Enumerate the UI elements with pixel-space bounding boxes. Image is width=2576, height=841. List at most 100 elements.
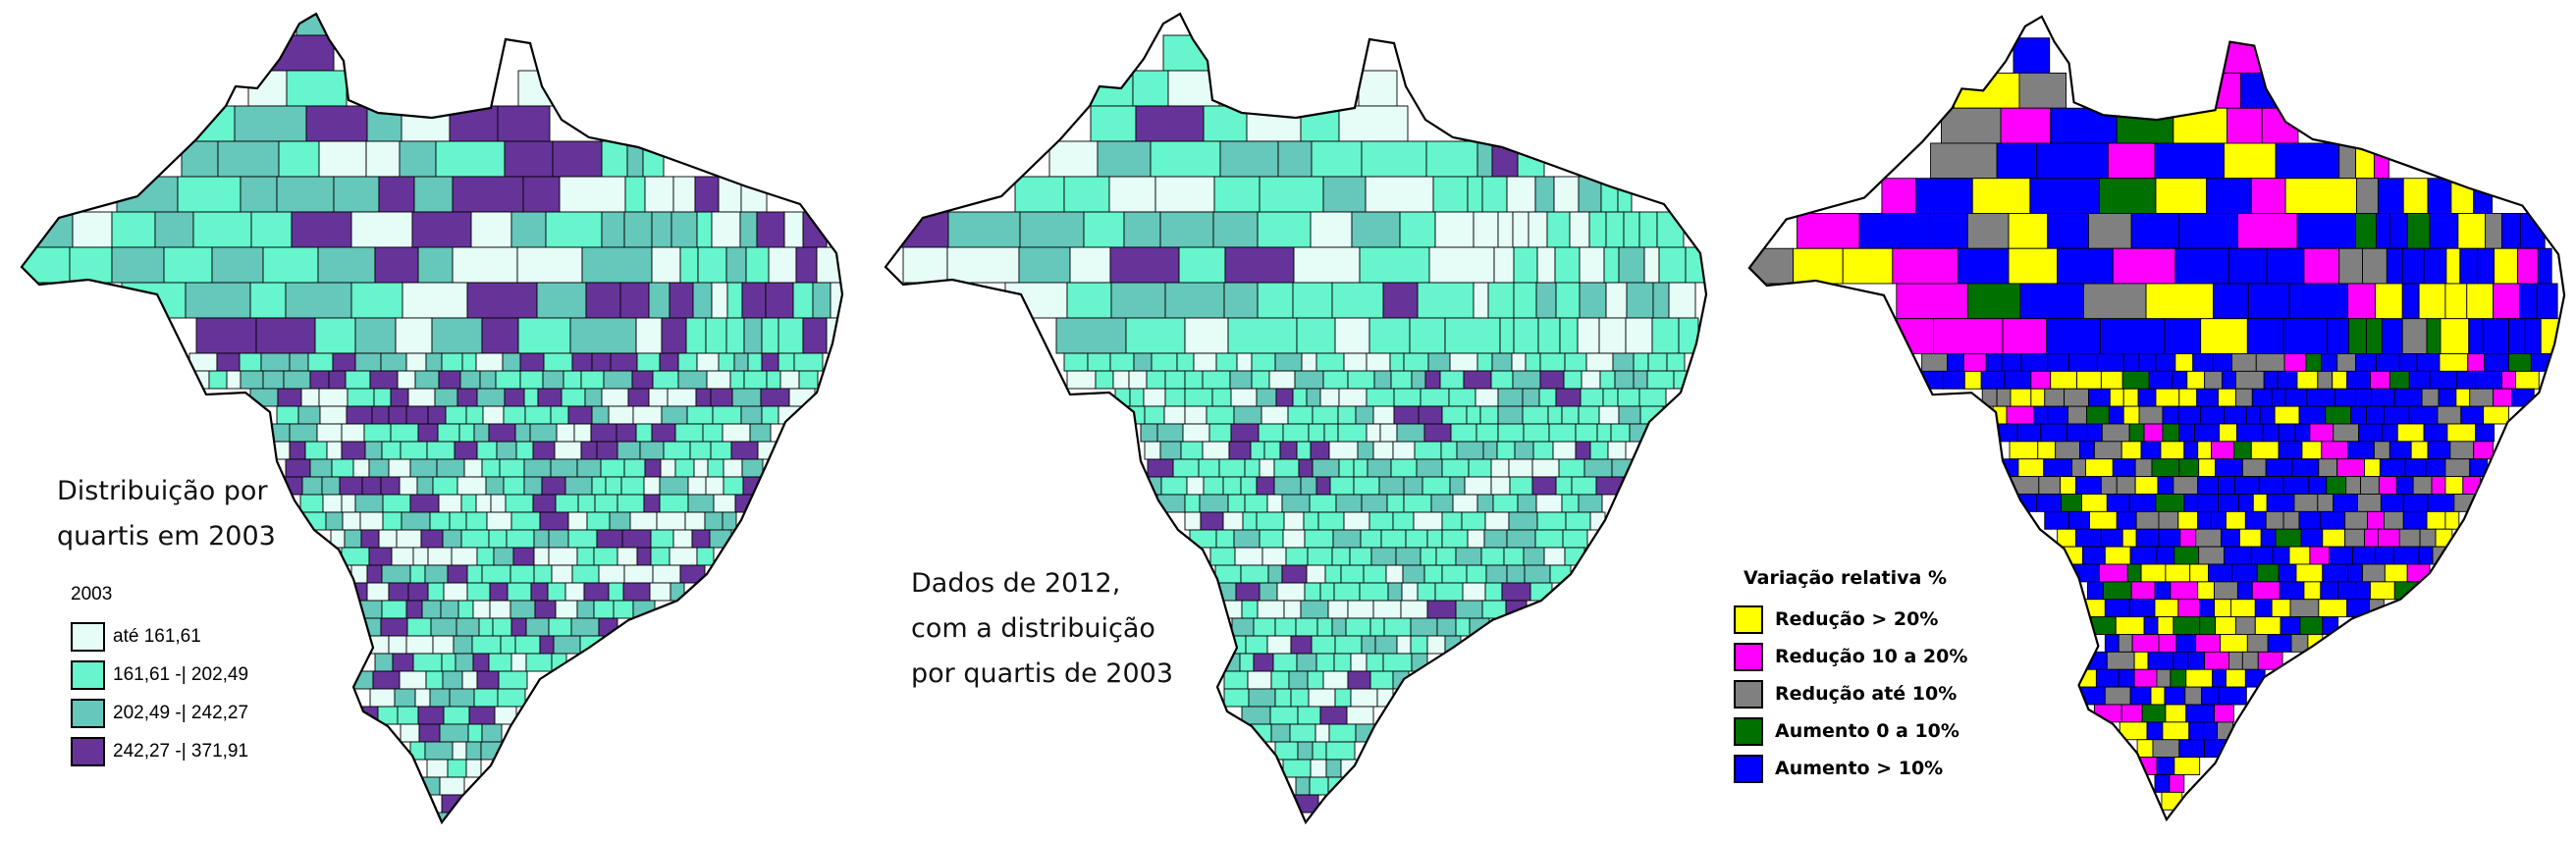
municipality-cell [946, 246, 1020, 284]
municipality-cell [2201, 686, 2220, 706]
municipality-cell [2444, 510, 2460, 530]
municipality-cell [1198, 458, 1220, 478]
municipality-cell [516, 246, 583, 284]
municipality-cell [947, 211, 1021, 248]
municipality-cell [217, 140, 280, 178]
municipality-cell [364, 441, 383, 460]
municipality-cell [504, 388, 525, 407]
municipality-cell [723, 476, 744, 496]
municipality-cell [350, 282, 403, 319]
municipality-cell [2183, 441, 2199, 460]
municipality-cell [1411, 370, 1426, 390]
legend-item: 202,49 -| 242,27 [71, 694, 248, 732]
municipality-cell [503, 476, 525, 496]
municipality-cell [1598, 317, 1627, 354]
municipality-cell [2213, 353, 2232, 372]
municipality-cell [1611, 458, 1638, 478]
municipality-cell [1306, 388, 1321, 407]
municipality-cell [1283, 511, 1305, 531]
municipality-cell [707, 458, 724, 478]
municipality-cell [1297, 741, 1314, 761]
municipality-cell [359, 511, 384, 531]
municipality-cell [639, 441, 665, 460]
municipality-cell [514, 423, 531, 443]
municipality-cell [1569, 211, 1590, 248]
municipality-cell [1110, 282, 1166, 319]
municipality-cell [407, 582, 429, 602]
municipality-cell [2120, 704, 2143, 723]
municipality-cell [331, 458, 354, 478]
municipality-cell [1328, 441, 1359, 460]
municipality-cell [2126, 563, 2142, 583]
municipality-cell [569, 317, 637, 354]
municipality-cell [1227, 317, 1298, 354]
municipality-cell [525, 653, 553, 672]
municipality-cell [563, 370, 582, 390]
municipality-cell [321, 476, 341, 496]
legend-swatch [1734, 604, 1763, 634]
municipality-cell [1643, 246, 1660, 284]
municipality-cell [2444, 283, 2468, 320]
municipality-cell [741, 282, 767, 319]
municipality-cell [1444, 317, 1501, 354]
municipality-cell [1268, 370, 1296, 390]
municipality-cell [443, 706, 470, 725]
municipality-cell [2344, 528, 2365, 548]
municipality-cell [1246, 105, 1302, 142]
municipality-cell [2388, 213, 2408, 249]
municipality-cell [1497, 388, 1524, 407]
municipality-cell [2219, 423, 2237, 443]
municipality-cell [2456, 370, 2477, 390]
municipality-cell [1668, 282, 1696, 319]
municipality-cell [650, 547, 671, 566]
municipality-cell [2493, 283, 2520, 320]
municipality-cell [1559, 317, 1579, 354]
municipality-cell [2083, 283, 2147, 320]
municipality-cell [1069, 246, 1111, 284]
municipality-cell [1525, 352, 1541, 372]
municipality-cell [1345, 617, 1371, 637]
municipality-cell [374, 653, 394, 672]
municipality-cell [2151, 458, 2180, 478]
municipality-cell [1420, 388, 1450, 407]
municipality-cell [1361, 494, 1388, 513]
municipality-cell [1921, 353, 1948, 372]
municipality-cell [374, 246, 419, 284]
municipality-cell [591, 405, 610, 425]
municipality-cell [1379, 423, 1398, 443]
municipality-cell [1565, 511, 1591, 531]
municipality-cell [1513, 317, 1539, 354]
municipality-cell [687, 494, 715, 513]
municipality-cell [1589, 441, 1609, 460]
municipality-cell [1476, 423, 1499, 443]
municipality-cell [414, 688, 431, 708]
municipality-cell [286, 70, 348, 107]
municipality-cell [580, 441, 598, 460]
municipality-cell [2136, 739, 2154, 759]
municipality-cell [486, 511, 512, 531]
municipality-cell [299, 494, 324, 513]
municipality-cell [347, 388, 375, 407]
municipality-cell [539, 635, 555, 655]
municipality-cell [1324, 564, 1342, 584]
municipality-cell [1980, 370, 2006, 390]
municipality-cell [644, 176, 674, 213]
municipality-cell [2177, 510, 2199, 530]
municipality-cell [687, 476, 707, 496]
legend-label: até 161,61 [113, 625, 201, 647]
municipality-cell [1403, 352, 1429, 372]
municipality-cell [476, 670, 500, 690]
municipality-cell [1154, 176, 1215, 213]
municipality-cell [2194, 423, 2220, 443]
municipality-cell [1184, 370, 1204, 390]
municipality-cell [2133, 651, 2149, 670]
municipality-cell [1536, 511, 1567, 531]
municipality-cell [1247, 670, 1272, 690]
municipality-cell [598, 564, 625, 584]
municipality-cell [1357, 441, 1374, 460]
municipality-cell [1272, 653, 1298, 672]
municipality-cell [2156, 668, 2172, 688]
municipality-cell [2106, 494, 2130, 512]
municipality-cell [1338, 105, 1409, 142]
municipality-cell [1896, 318, 1934, 354]
